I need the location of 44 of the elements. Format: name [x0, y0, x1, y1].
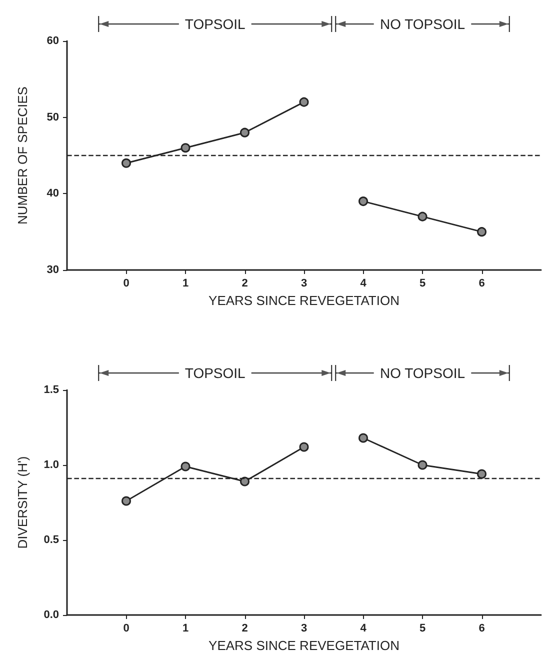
point: [418, 212, 428, 222]
point: [477, 469, 486, 479]
point: [299, 97, 309, 107]
x-tick-label: 5: [419, 278, 426, 290]
point: [122, 496, 131, 506]
x-tick-label: 6: [478, 622, 485, 634]
x-tick-label: 3: [300, 622, 308, 634]
y-axis-title: DIVERSITY (H'): [15, 456, 30, 549]
point: [358, 196, 368, 206]
y-tick-label: 1.0: [44, 459, 59, 471]
x-tick-label: 3: [300, 278, 308, 290]
point: [299, 442, 309, 452]
y-axis-title: NUMBER OF SPECIES: [15, 86, 30, 224]
point: [418, 460, 428, 470]
y-tick-label: 60: [46, 35, 59, 47]
point: [180, 462, 190, 472]
y-tick-label: 50: [46, 111, 59, 124]
text: TOPSOIL: [184, 365, 246, 381]
x-tick-label: 1: [182, 622, 189, 634]
y-tick-label: 0.5: [44, 534, 59, 546]
x-tick-label: 1: [182, 278, 189, 290]
x-axis-title: YEARS SINCE REVEGETATION: [208, 638, 400, 653]
x-tick-label: 5: [419, 622, 426, 634]
x-tick-label: 4: [360, 278, 368, 290]
x-tick-label: 4: [360, 622, 368, 634]
y-tick-label: 40: [46, 188, 59, 200]
x-tick-label: 6: [478, 278, 485, 290]
point: [240, 128, 250, 138]
text: TOPSOIL: [184, 16, 246, 32]
point: [358, 433, 368, 443]
point: [240, 476, 250, 486]
text: NO TOPSOIL: [380, 16, 466, 32]
y-tick-label: 30: [46, 264, 59, 276]
x-tick-label: 2: [242, 622, 248, 634]
point: [477, 227, 486, 237]
point: [122, 158, 131, 168]
x-axis-title: YEARS SINCE REVEGETATION: [208, 292, 400, 308]
x-tick-label: 2: [242, 278, 248, 290]
point: [180, 143, 190, 153]
text: NO TOPSOIL: [380, 365, 466, 381]
x-tick-label: 0: [123, 278, 130, 290]
x-tick-label: 0: [123, 622, 130, 634]
y-tick-label: 1.5: [44, 384, 59, 396]
y-tick-label: 0.0: [44, 609, 59, 621]
